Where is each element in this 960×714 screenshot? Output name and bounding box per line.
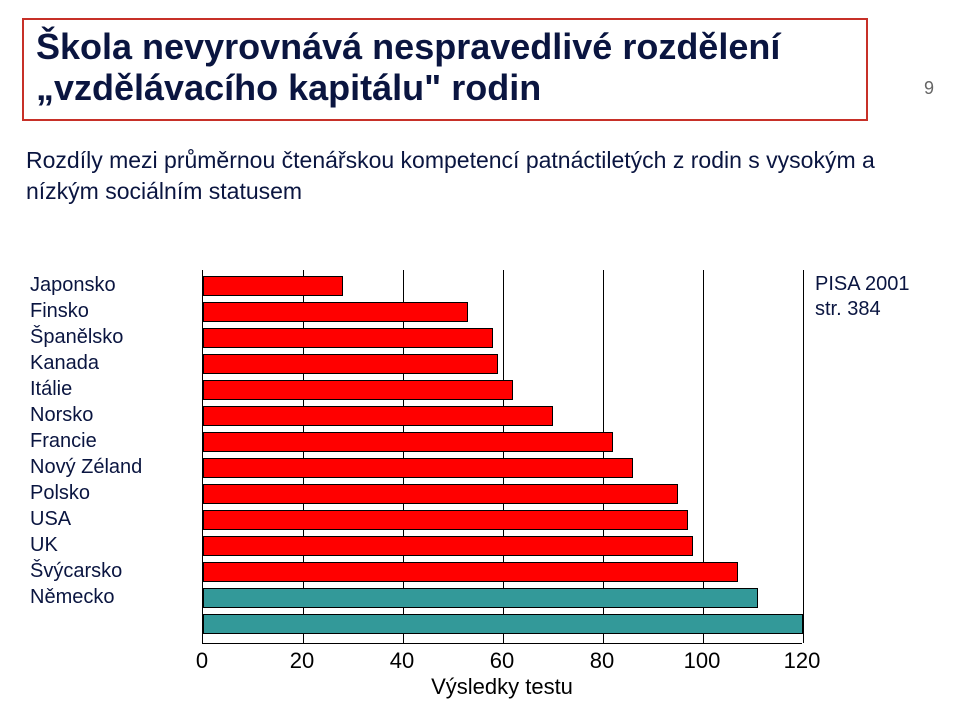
category-label: Německo [30, 586, 190, 609]
bar [203, 406, 553, 426]
subtitle: Rozdíly mezi průměrnou čtenářskou kompet… [26, 145, 934, 207]
x-tick-label: 40 [390, 648, 414, 674]
bar [203, 432, 613, 452]
x-tick-label: 80 [590, 648, 614, 674]
x-tick-label: 100 [684, 648, 721, 674]
title-line2: „vzdělávacího kapitálu" rodin [36, 67, 854, 108]
category-label: UK [30, 534, 190, 557]
bar [203, 458, 633, 478]
category-label: Kanada [30, 352, 190, 375]
category-labels: Japonsko Finsko Španělsko Kanada Itálie Norsk… [30, 270, 198, 612]
source-note: PISA 2001 str. 384 [815, 272, 930, 322]
category-label: Polsko [30, 482, 190, 505]
x-axis-title: Výsledky testu [202, 674, 802, 700]
bar [203, 536, 693, 556]
bar [203, 276, 343, 296]
category-label: USA [30, 508, 190, 531]
bar [203, 328, 493, 348]
bar-chart: Japonsko Finsko Španělsko Kanada Itálie Norsk… [30, 270, 930, 690]
note-line2: str. 384 [815, 297, 930, 322]
bar [203, 614, 803, 634]
bar [203, 484, 678, 504]
bar [203, 302, 468, 322]
x-tick-label: 60 [490, 648, 514, 674]
category-label: Finsko [30, 300, 190, 323]
title-box: Škola nevyrovnává nespravedlivé rozdělen… [22, 18, 868, 121]
plot-area [202, 270, 802, 644]
bar [203, 588, 758, 608]
page-number: 9 [924, 78, 934, 99]
x-tick-label: 120 [784, 648, 821, 674]
category-label: Japonsko [30, 274, 190, 297]
bar [203, 510, 688, 530]
grid-line [803, 270, 804, 643]
category-label: Itálie [30, 378, 190, 401]
category-label: Norsko [30, 404, 190, 427]
x-tick-label: 0 [196, 648, 208, 674]
category-label: Francie [30, 430, 190, 453]
bar [203, 562, 738, 582]
x-tick-label: 20 [290, 648, 314, 674]
title-line1: Škola nevyrovnává nespravedlivé rozdělen… [36, 26, 854, 67]
category-label: Nový Zéland [30, 456, 190, 479]
bar [203, 380, 513, 400]
note-line1: PISA 2001 [815, 272, 930, 297]
category-label: Švýcarsko [30, 560, 190, 583]
category-label: Španělsko [30, 326, 190, 349]
bar [203, 354, 498, 374]
